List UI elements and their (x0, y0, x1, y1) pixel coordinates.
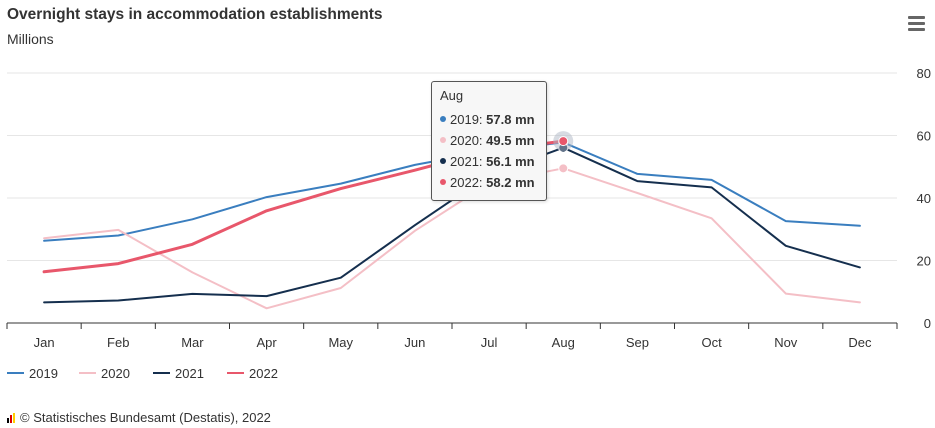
legend-item-2019[interactable]: 2019 (7, 366, 58, 381)
x-tick-label: Nov (774, 335, 798, 350)
chart-title: Overnight stays in accommodation establi… (7, 6, 383, 23)
tooltip-value: 58.2 mn (486, 175, 535, 190)
hamburger-menu-icon[interactable] (906, 13, 926, 33)
tooltip-label: 2020: (450, 133, 487, 148)
x-tick-label: Apr (256, 335, 277, 350)
x-tick-label: Aug (552, 335, 575, 350)
x-tick-label: Feb (107, 335, 129, 350)
tooltip-dot-icon (440, 158, 446, 164)
legend-label: 2022 (249, 366, 278, 381)
tooltip-value: 56.1 mn (486, 154, 535, 169)
y-tick-label: 60 (917, 129, 931, 144)
chart-tooltip: Aug 2019: 57.8 mn 2020: 49.5 mn 2021: 56… (431, 81, 547, 201)
legend-swatch-icon (79, 372, 96, 374)
x-tick-label: May (328, 335, 353, 350)
x-tick-label: Jan (34, 335, 55, 350)
tooltip-dot-icon (440, 179, 446, 185)
y-tick-label: 40 (917, 191, 931, 206)
legend-item-2021[interactable]: 2021 (153, 366, 204, 381)
tooltip-row-2020: 2020: 49.5 mn (440, 130, 538, 151)
legend-item-2020[interactable]: 2020 (79, 366, 130, 381)
y-tick-label: 20 (917, 254, 931, 269)
tooltip-row-2021: 2021: 56.1 mn (440, 151, 538, 172)
legend-swatch-icon (7, 372, 24, 374)
source-credit: © Statistisches Bundesamt (Destatis), 20… (7, 410, 271, 425)
tooltip-label: 2022: (450, 175, 487, 190)
tooltip-dot-icon (440, 116, 446, 122)
data-point-2020 (558, 163, 569, 174)
x-tick-label: Oct (701, 335, 722, 350)
chart-subtitle: Millions (7, 31, 54, 47)
x-tick-label: Dec (848, 335, 872, 350)
tooltip-label: 2019: (450, 112, 487, 127)
tooltip-row-2019: 2019: 57.8 mn (440, 109, 538, 130)
destatis-logo-icon (7, 413, 17, 423)
x-tick-label: Jul (481, 335, 498, 350)
x-tick-label: Jun (404, 335, 425, 350)
tooltip-value: 57.8 mn (486, 112, 535, 127)
legend-label: 2020 (101, 366, 130, 381)
x-tick-label: Mar (181, 335, 204, 350)
tooltip-dot-icon (440, 137, 446, 143)
tooltip-row-2022: 2022: 58.2 mn (440, 172, 538, 193)
legend-item-2022[interactable]: 2022 (227, 366, 278, 381)
tooltip-category: Aug (440, 88, 464, 103)
legend-swatch-icon (227, 372, 244, 374)
y-tick-label: 80 (917, 66, 931, 81)
series-line-2020 (43, 167, 861, 310)
line-chart: 0 20 40 60 80 Jan Feb Mar Apr May Jun Jul Aug Sep Oct N… (6, 66, 931, 350)
legend-label: 2019 (29, 366, 58, 381)
data-point-2022 (558, 136, 569, 147)
tooltip-value: 49.5 mn (486, 133, 535, 148)
source-credit-text: © Statistisches Bundesamt (Destatis), 20… (20, 410, 271, 425)
x-tick-label: Sep (626, 335, 649, 350)
y-tick-label: 0 (924, 316, 931, 331)
tooltip-label: 2021: (450, 154, 487, 169)
legend-label: 2021 (175, 366, 204, 381)
legend-swatch-icon (153, 372, 170, 374)
